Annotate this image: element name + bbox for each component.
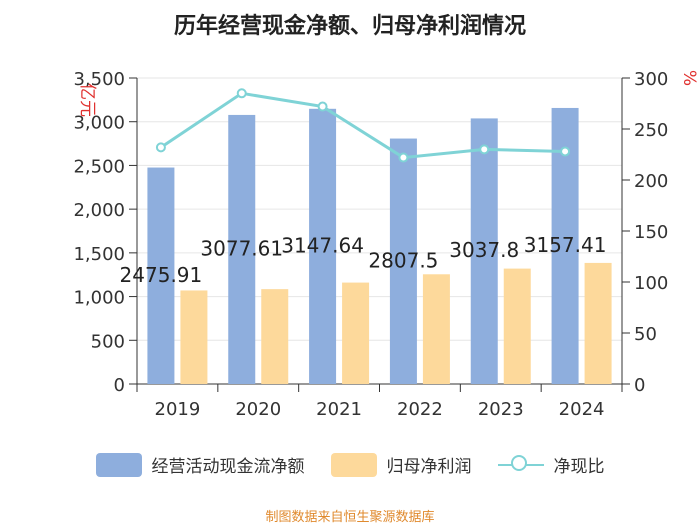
point-cash-ratio <box>155 142 166 153</box>
chart-canvas: 0 500 1,000 1,500 2,000 2,500 3,000 3,500 0 50 100… <box>73 69 699 420</box>
x-tick-label: 2024 <box>559 399 605 420</box>
point-cash-ratio <box>236 88 247 99</box>
bar-net-profit <box>261 289 289 384</box>
bar-cashflow <box>147 167 175 384</box>
y-left-tick-label: 0 <box>114 375 125 396</box>
y-left-tick-label: 3,500 <box>73 69 125 90</box>
point-cash-ratio <box>398 152 409 163</box>
y-right-tick-label: 0 <box>634 375 645 396</box>
bar-net-profit <box>342 282 370 384</box>
bar-cashflow <box>470 118 498 384</box>
x-tick-label: 2020 <box>235 399 281 420</box>
y-right-tick-label: 300 <box>634 69 668 90</box>
y-right-tick-label: 100 <box>634 273 668 294</box>
point-cash-ratio <box>560 146 571 157</box>
bar-cashflow <box>389 138 417 384</box>
point-cash-ratio <box>317 101 328 112</box>
data-label-cashflow: 2475.91 <box>120 263 203 287</box>
legend-label-cashflow: 经营活动现金流净额 <box>151 457 305 477</box>
chart-title: 历年经营现金净额、归母净利润情况 <box>173 14 526 39</box>
legend-item-net-profit[interactable]: 归母净利润 <box>330 452 472 477</box>
y-left-tick-label: 1,500 <box>73 244 125 265</box>
x-tick-label: 2019 <box>155 399 201 420</box>
legend-label-cash-ratio: 净现比 <box>553 457 605 477</box>
y-left-axis-label: 亿元 <box>77 83 97 117</box>
data-label-cashflow: 3077.61 <box>200 236 283 260</box>
x-tick-label: 2022 <box>397 399 443 420</box>
legend-item-cashflow[interactable]: 经营活动现金流净额 <box>95 452 305 477</box>
point-cash-ratio <box>479 144 490 155</box>
bar-net-profit <box>180 290 208 384</box>
line-cash-ratio <box>160 91 566 160</box>
legend-item-cash-ratio[interactable]: 净现比 <box>497 452 605 477</box>
y-right-tick-label: 150 <box>634 222 668 243</box>
legend-swatch-cash-ratio <box>497 453 544 477</box>
y-right-axis-label: % <box>679 70 699 86</box>
y-left-tick-label: 2,500 <box>73 156 125 177</box>
legend-swatch-cashflow <box>95 452 142 477</box>
bar-net-profit <box>584 262 612 384</box>
y-left-tick-label: 1,000 <box>73 288 125 309</box>
bar-net-profit <box>422 274 450 384</box>
y-left-tick-label: 3,000 <box>73 113 125 134</box>
source-note: 制图数据来自恒生聚源数据库 <box>265 510 435 525</box>
data-label-cashflow: 3037.8 <box>449 238 519 262</box>
y-left-tick-label: 500 <box>91 331 125 352</box>
data-label-cashflow: 3157.41 <box>524 233 607 257</box>
data-label-cashflow: 2807.5 <box>368 248 438 272</box>
legend-swatch-net-profit <box>330 452 377 477</box>
legend-label-net-profit: 归母净利润 <box>386 457 472 477</box>
bar-cashflow <box>309 108 337 384</box>
y-right-tick-label: 50 <box>634 324 657 345</box>
x-tick-label: 2023 <box>478 399 524 420</box>
x-tick-label: 2021 <box>316 399 362 420</box>
legend: 经营活动现金流净额 归母净利润 净现比 <box>0 452 700 477</box>
y-right-tick-label: 200 <box>634 171 668 192</box>
y-right-tick-label: 250 <box>634 120 668 141</box>
y-left-tick-label: 2,000 <box>73 200 125 221</box>
bar-cashflow <box>228 114 256 384</box>
data-label-cashflow: 3147.64 <box>281 233 364 257</box>
bar-net-profit <box>503 268 531 384</box>
